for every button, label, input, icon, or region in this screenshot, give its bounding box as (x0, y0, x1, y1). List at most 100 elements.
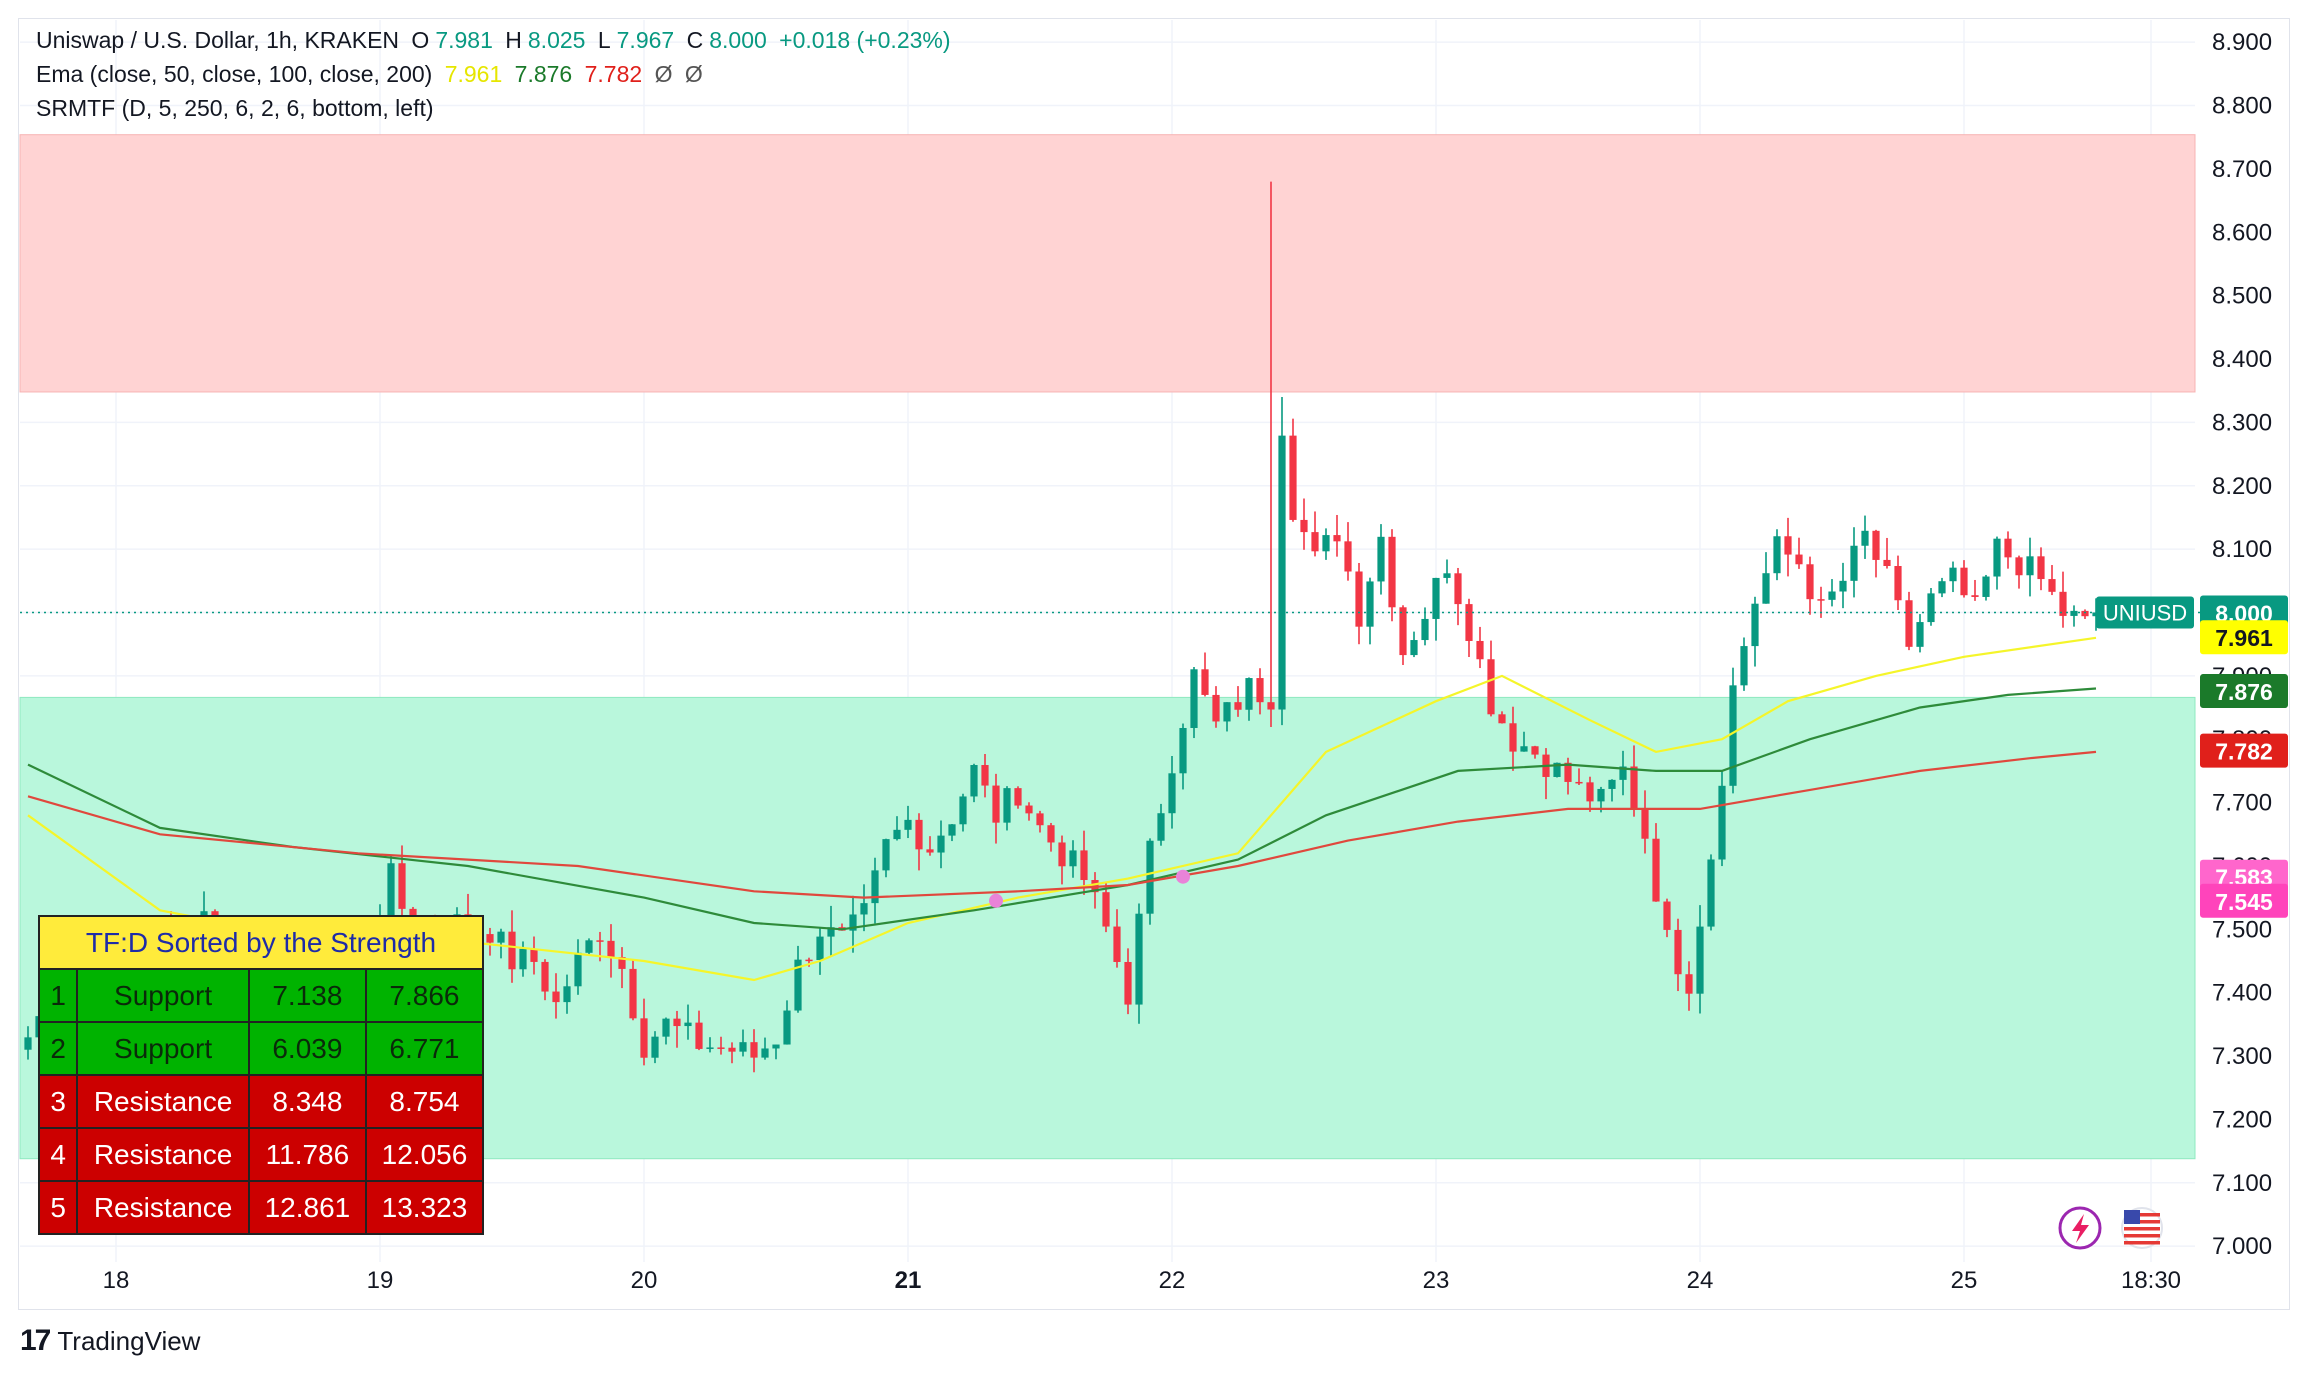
candle (1828, 579, 1836, 607)
sr-type: Support (76, 968, 250, 1023)
candle-body (2081, 610, 2089, 617)
candle (1718, 770, 1726, 867)
sr-rank: 1 (37, 968, 79, 1023)
candle (970, 763, 978, 803)
candle-body (1267, 702, 1275, 710)
candle (959, 793, 967, 832)
candle-body (1311, 532, 1319, 552)
candle (2081, 609, 2089, 619)
lightning-icon (2058, 1206, 2102, 1250)
y-tick-label: 7.700 (2212, 790, 2272, 817)
y-tick-label: 8.800 (2212, 93, 2272, 120)
candle-body (1069, 850, 1077, 867)
candle (1289, 418, 1297, 522)
candle (1641, 790, 1649, 854)
candle-body (1839, 580, 1847, 592)
candle-body (552, 991, 560, 1003)
candle (794, 945, 802, 1013)
candle-body (662, 1018, 670, 1037)
candle (1245, 677, 1253, 721)
candle-body (1795, 554, 1803, 565)
candle (1256, 668, 1264, 715)
candle (1696, 905, 1704, 1014)
x-tick-label: 25 (1951, 1267, 1978, 1294)
candle (1872, 529, 1880, 578)
candle (1212, 686, 1220, 728)
symbol-badge-label: UNIUSD (2103, 600, 2187, 625)
candle (1036, 810, 1044, 833)
ema-label: Ema (close, 50, close, 100, close, 200) (36, 61, 433, 87)
candle-body (1971, 595, 1979, 597)
candle (2004, 531, 2012, 569)
flag-canton (2124, 1210, 2140, 1224)
candle (1971, 579, 1979, 601)
candle-body (1597, 788, 1605, 802)
legend-ohlc: Uniswap / U.S. Dollar, 1h, KRAKEN O 7.981… (36, 27, 957, 54)
candle-body (629, 968, 637, 1019)
tradingview-logo[interactable]: 17 TradingView (20, 1324, 200, 1358)
candle-body (1421, 618, 1429, 641)
y-tick-label: 8.700 (2212, 156, 2272, 183)
flag-stripe (2124, 1234, 2160, 1238)
candle-body (816, 936, 824, 960)
sr-rank: 5 (37, 1180, 79, 1235)
candle-body (596, 940, 604, 942)
candle-body (1641, 809, 1649, 839)
candle (1201, 652, 1209, 697)
legend-change: +0.018 (+0.23%) (779, 27, 951, 53)
candle (2070, 605, 2078, 627)
candle-body (1872, 530, 1880, 560)
candle-body (1410, 640, 1418, 656)
candle-body (1399, 607, 1407, 656)
candle (1135, 903, 1143, 1024)
candle (1894, 555, 1902, 611)
candle (1080, 830, 1088, 895)
candle-body (1014, 788, 1022, 806)
candle (662, 1017, 670, 1045)
candle-body (1938, 581, 1946, 594)
candle (1344, 522, 1352, 581)
candle-body (1894, 566, 1902, 601)
candle-body (1333, 535, 1341, 542)
x-tick-label: 21 (895, 1267, 922, 1294)
candle-body (871, 870, 879, 904)
candle-body (1080, 850, 1088, 881)
legend-open: O 7.981 (411, 27, 493, 53)
candle-body (1531, 746, 1539, 755)
candle-body (618, 957, 626, 969)
candle-body (1498, 714, 1506, 724)
candle (1124, 948, 1132, 1015)
x-tick-label: 22 (1159, 1267, 1186, 1294)
candle (1267, 181, 1275, 727)
candle-body (1982, 576, 1990, 597)
y-tick-label: 7.300 (2212, 1043, 2272, 1070)
candle (1575, 768, 1583, 785)
candle (1025, 802, 1033, 821)
candle (1300, 498, 1308, 550)
candle (585, 938, 593, 956)
candle (1476, 626, 1484, 669)
candle-body (1575, 781, 1583, 784)
candle (1938, 577, 1946, 598)
candle (827, 905, 835, 956)
candle-body (530, 948, 538, 962)
y-tick-label: 8.600 (2212, 219, 2272, 246)
candle (398, 845, 406, 919)
candle (1762, 552, 1770, 604)
candle (904, 805, 912, 839)
candle (1509, 706, 1517, 771)
candle (1498, 711, 1506, 724)
candle-body (1443, 573, 1451, 578)
candle-body (640, 1018, 648, 1058)
candle-body (1993, 538, 2001, 577)
candle (948, 823, 956, 842)
candle (882, 838, 890, 878)
candle-body (2015, 557, 2023, 576)
candle (1729, 667, 1737, 794)
y-tick-label: 8.500 (2212, 283, 2272, 310)
candle-body (1036, 813, 1044, 826)
candle (1740, 637, 1748, 691)
candle-body (1476, 640, 1484, 660)
candle (1157, 803, 1165, 846)
